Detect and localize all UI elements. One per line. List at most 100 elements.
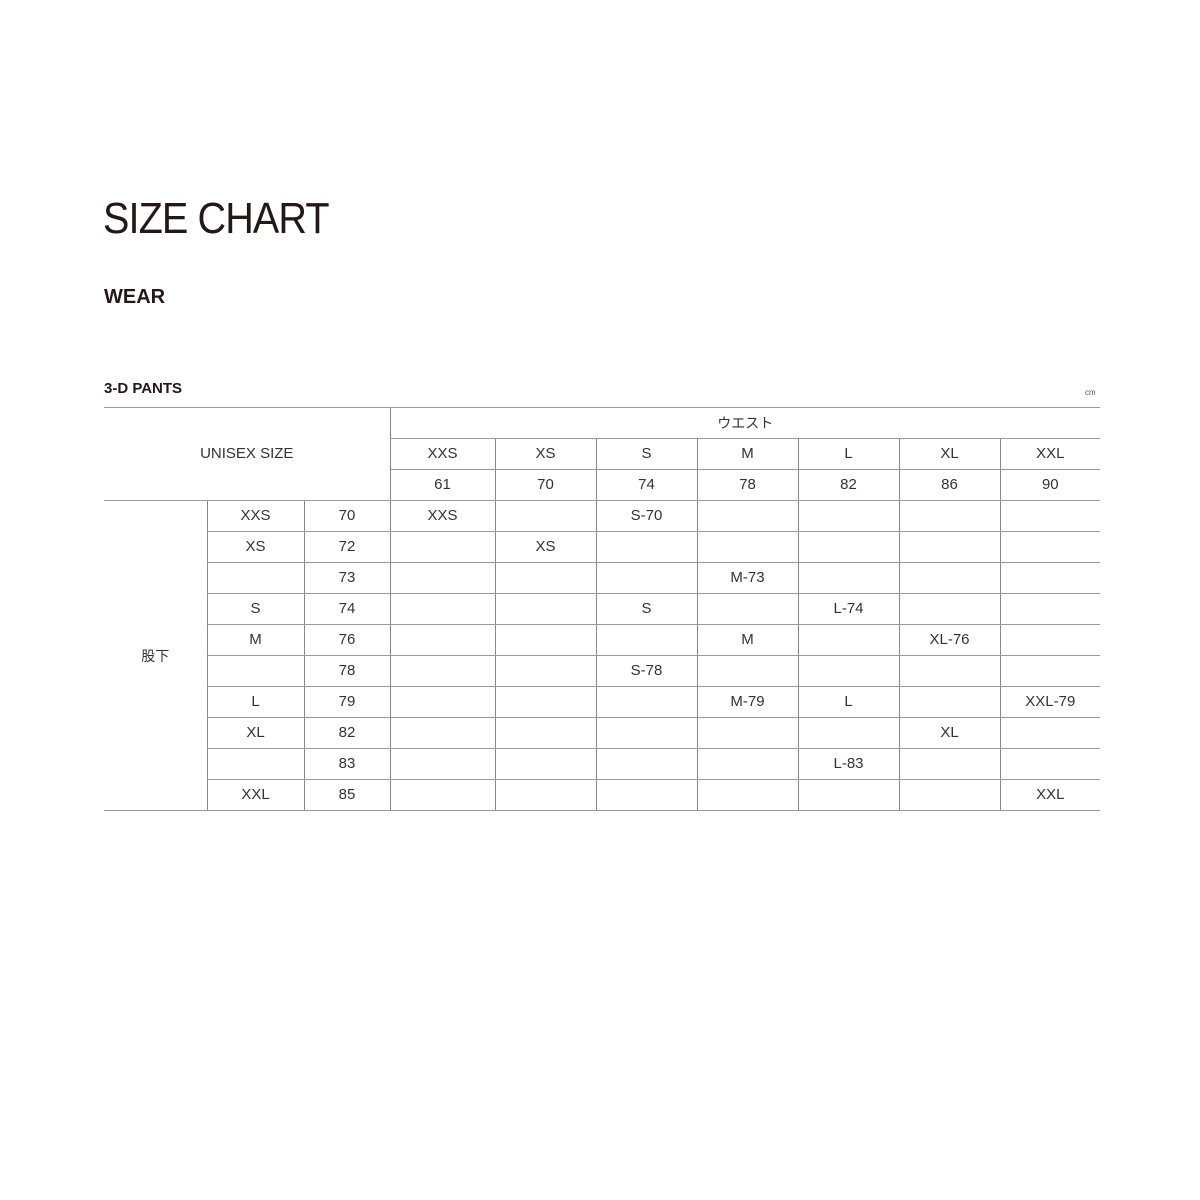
waist-size-header: XS: [494, 438, 597, 470]
size-cell: XXL-79: [999, 686, 1101, 718]
waist-size-header: S: [595, 438, 698, 470]
size-cell: [595, 717, 698, 749]
inseam-size-cell: L: [206, 686, 304, 718]
size-cell: [389, 531, 496, 563]
size-cell: [797, 717, 900, 749]
waist-size-header: XXL: [999, 438, 1101, 470]
waist-value-header: 78: [696, 469, 799, 501]
size-chart-table: UNISEX SIZE ウエスト XXS XS S M L XL XXL 61 70 74 78 8…: [104, 407, 1101, 811]
table-row: 73 M-73: [104, 562, 1101, 594]
inseam-value-cell: 72: [303, 531, 391, 563]
inseam-value-cell: 74: [303, 593, 391, 625]
inseam-value-cell: 73: [303, 562, 391, 594]
size-cell: [494, 562, 597, 594]
size-cell: [389, 779, 496, 811]
inseam-header: 股下: [104, 500, 207, 811]
inseam-size-cell: XXL: [206, 779, 304, 811]
inseam-value-cell: 85: [303, 779, 391, 811]
size-cell: XXS: [389, 500, 496, 532]
size-cell: [999, 531, 1101, 563]
inseam-size-cell: M: [206, 624, 304, 656]
size-cell: [999, 562, 1101, 594]
inseam-size-cell: [206, 748, 304, 780]
size-cell: [696, 593, 799, 625]
waist-value-header: 86: [898, 469, 1001, 501]
size-cell: [389, 562, 496, 594]
size-cell: [696, 748, 799, 780]
size-cell: [797, 655, 900, 687]
size-cell: [696, 779, 799, 811]
size-cell: [494, 779, 597, 811]
table-row: XXL 85 XXL: [104, 779, 1101, 811]
size-cell: [389, 686, 496, 718]
size-cell: [389, 655, 496, 687]
size-cell: L-83: [797, 748, 900, 780]
size-cell: [898, 500, 1001, 532]
table-row: 股下 XXS 70 XXS S-70: [104, 500, 1101, 811]
section-heading: 3-D PANTS: [104, 380, 183, 397]
waist-size-header: L: [797, 438, 900, 470]
table-row: M 76 M XL-76: [104, 624, 1101, 656]
inseam-value-cell: 83: [303, 748, 391, 780]
size-cell: [595, 686, 698, 718]
size-cell: [898, 531, 1001, 563]
size-cell: [494, 500, 597, 532]
table-row: XL 82 XL: [104, 717, 1101, 749]
size-cell: [494, 748, 597, 780]
size-cell: [898, 779, 1001, 811]
size-cell: XS: [494, 531, 597, 563]
size-cell: [898, 562, 1001, 594]
size-cell: S-70: [595, 500, 698, 532]
unisex-size-header: UNISEX SIZE: [104, 407, 391, 501]
size-cell: [696, 655, 799, 687]
size-cell: [494, 624, 597, 656]
inseam-value-cell: 70: [303, 500, 391, 532]
size-cell: S-78: [595, 655, 698, 687]
size-cell: [389, 748, 496, 780]
size-cell: [898, 593, 1001, 625]
inseam-size-cell: [206, 562, 304, 594]
size-cell: [999, 500, 1101, 532]
inseam-size-cell: S: [206, 593, 304, 625]
size-cell: [696, 531, 799, 563]
size-cell: [696, 717, 799, 749]
table-row: XS 72 XS: [104, 531, 1101, 563]
size-cell: [389, 717, 496, 749]
size-cell: [389, 624, 496, 656]
waist-value-header: 70: [494, 469, 597, 501]
unit-label: cm: [1085, 388, 1096, 397]
inseam-value-cell: 79: [303, 686, 391, 718]
size-cell: [797, 531, 900, 563]
waist-header: ウエスト: [389, 407, 1101, 439]
size-cell: XL-76: [898, 624, 1001, 656]
inseam-size-cell: XL: [206, 717, 304, 749]
size-cell: [898, 655, 1001, 687]
size-cell: L-74: [797, 593, 900, 625]
size-cell: [898, 686, 1001, 718]
size-cell: [797, 562, 900, 594]
size-cell: S: [595, 593, 698, 625]
inseam-size-cell: [206, 655, 304, 687]
waist-size-header: XXS: [389, 438, 496, 470]
size-cell: [494, 655, 597, 687]
page-title: SIZE CHART: [103, 194, 330, 243]
size-cell: [389, 593, 496, 625]
table-row: S 74 S L-74: [104, 593, 1101, 625]
size-cell: [595, 779, 698, 811]
waist-value-header: 74: [595, 469, 698, 501]
size-cell: [999, 655, 1101, 687]
inseam-size-cell: XXS: [206, 500, 304, 532]
inseam-value-cell: 82: [303, 717, 391, 749]
size-cell: [595, 531, 698, 563]
inseam-size-cell: XS: [206, 531, 304, 563]
size-cell: [797, 500, 900, 532]
size-cell: [494, 686, 597, 718]
table-row: L 79 M-79 L XXL-79: [104, 686, 1101, 718]
size-cell: M-79: [696, 686, 799, 718]
size-cell: [999, 748, 1101, 780]
waist-value-header: 90: [999, 469, 1101, 501]
size-cell: [999, 593, 1101, 625]
waist-size-header: M: [696, 438, 799, 470]
size-cell: [595, 624, 698, 656]
size-cell: [797, 624, 900, 656]
